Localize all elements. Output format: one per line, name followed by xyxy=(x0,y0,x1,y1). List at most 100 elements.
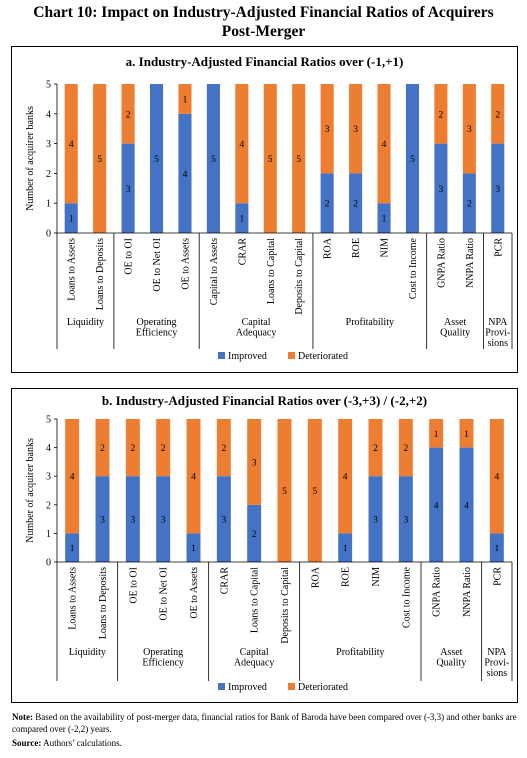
chart-a-category-label: OE to Assets xyxy=(180,238,191,290)
chart-a-group-label: Quality xyxy=(440,328,470,339)
chart-a-group-label: NPA xyxy=(488,317,508,328)
chart-a-bar-deteriorated xyxy=(64,84,78,204)
chart-a-data-label: 1 xyxy=(382,215,387,225)
chart-b-bar-improved xyxy=(156,476,171,562)
chart-a-bar-deteriorated xyxy=(377,84,391,204)
note-text: Based on the availability of post-merger… xyxy=(12,712,517,734)
chart-a-bar-deteriorated xyxy=(178,84,192,114)
chart-a-bar-deteriorated xyxy=(491,84,505,144)
chart-b-bar-improved xyxy=(368,476,383,562)
chart-a-data-label: 4 xyxy=(183,170,188,180)
chart-b-data-label: 2 xyxy=(252,530,257,540)
chart-b-bar-deteriorated xyxy=(65,419,80,534)
chart-a-category-label: Cost to Income xyxy=(408,237,419,299)
chart-b-group-label: Adequacy xyxy=(234,658,275,669)
chart-a-bar-deteriorated xyxy=(462,84,476,174)
chart-b-data-label: 4 xyxy=(191,473,196,483)
chart-a-y-axis-label: Number of acquirer banks xyxy=(25,106,36,211)
chart-b-data-label: 3 xyxy=(221,516,226,526)
chart-a-data-label: 5 xyxy=(97,155,102,165)
chart-b-bar-improved xyxy=(489,533,504,562)
chart-b-data-label: 1 xyxy=(464,430,469,440)
chart-b-data-label: 2 xyxy=(100,444,105,454)
chart-a-legend-label-deteriorated: Deteriorated xyxy=(298,351,348,362)
chart-b-data-label: 4 xyxy=(494,473,499,483)
chart-b-legend-label-deteriorated: Deteriorated xyxy=(298,682,348,693)
chart-a-group-label: Operating xyxy=(137,317,177,328)
chart-a-group-label: Asset xyxy=(444,317,466,328)
chart-b-group-label: Liquidity xyxy=(69,647,106,658)
chart-a-y-tick-label: 3 xyxy=(46,139,51,150)
chart-a-category-label: Loans to Deposits xyxy=(95,238,106,310)
chart-a-title: a. Industry-Adjusted Financial Ratios ov… xyxy=(126,54,404,69)
chart-b-bar-improved xyxy=(429,447,444,562)
chart-a-data-label: 5 xyxy=(268,155,273,165)
chart-b-bar-deteriorated xyxy=(459,419,474,448)
chart-a-y-tick-label: 4 xyxy=(46,109,51,120)
chart-a-category-label: GNPA Ratio xyxy=(436,238,447,288)
chart-a-bar-improved xyxy=(235,203,249,233)
chart-b-y-tick-label: 1 xyxy=(46,529,51,540)
chart-a-category-label: ROE xyxy=(351,238,362,258)
chart-b-category-label: Loans to Deposits xyxy=(98,567,109,639)
chart-a-bar-improved xyxy=(178,113,192,233)
chart-main-title-line1: Chart 10: Impact on Industry-Adjusted Fi… xyxy=(33,4,494,21)
chart-a-data-label: 4 xyxy=(382,140,387,150)
chart-a-data-label: 3 xyxy=(439,185,444,195)
chart-b-y-tick-label: 5 xyxy=(46,415,51,426)
chart-a-bar-improved xyxy=(491,143,505,233)
chart-a-data-label: 1 xyxy=(183,95,188,105)
chart-a-category-label: NIM xyxy=(380,238,391,258)
chart-a-data-label: 3 xyxy=(495,185,500,195)
chart-a-group-label: Adequacy xyxy=(236,328,277,339)
chart-a-y-tick-label: 2 xyxy=(46,169,51,180)
chart-a-y-tick-label: 5 xyxy=(46,80,51,91)
chart-b-bar-deteriorated xyxy=(216,419,231,477)
chart-a-category-label: CRAR xyxy=(237,238,248,266)
chart-b-group-label: Capital xyxy=(240,647,269,658)
chart-a-bar-deteriorated xyxy=(235,84,249,204)
chart-b-data-label: 3 xyxy=(252,458,257,468)
chart-a-bar-improved xyxy=(149,84,164,233)
chart-b-category-label: ROE xyxy=(341,567,352,587)
chart-a-bar-improved xyxy=(206,84,220,233)
chart-b-legend-swatch-deteriorated xyxy=(288,683,295,690)
chart-a-category-label: NNPA Ratio xyxy=(465,238,476,288)
chart-b-group-label: Provi- xyxy=(484,658,509,669)
chart-b-data-label: 2 xyxy=(130,444,135,454)
chart-b-category-label: OE to Net OI xyxy=(159,567,170,621)
chart-b-bar-deteriorated xyxy=(429,419,444,448)
chart-a-category-label: Capital to Assets xyxy=(209,238,220,305)
chart-a-data-label: 1 xyxy=(239,215,244,225)
chart-b: b. Industry-Adjusted Financial Ratios ov… xyxy=(25,393,513,693)
chart-b-data-label: 2 xyxy=(221,444,226,454)
chart-b-category-label: ROA xyxy=(310,566,321,588)
chart-b-bar-improved xyxy=(125,476,140,562)
chart-a-data-label: 5 xyxy=(154,155,159,165)
chart-b-bar-improved xyxy=(95,476,110,562)
chart-a-category-label: OE to Net OI xyxy=(152,238,163,292)
chart-a-bar-improved xyxy=(121,143,135,233)
chart-a-category-label: ROA xyxy=(323,237,334,259)
chart-a-category-label: OE to OI xyxy=(124,238,135,275)
chart-b-category-label: Loans to Capital xyxy=(250,567,261,633)
chart-a-data-label: 4 xyxy=(239,140,244,150)
chart-b-data-label: 1 xyxy=(494,544,499,554)
chart-b-data-label: 5 xyxy=(312,487,317,497)
chart-a-bar-improved xyxy=(462,173,476,233)
chart-b-category-label: PCR xyxy=(492,567,503,586)
chart-a-bar-improved xyxy=(349,173,363,233)
chart-a-group-label: Liquidity xyxy=(67,317,104,328)
chart-b-group-label: NPA xyxy=(487,647,507,658)
chart-b-data-label: 4 xyxy=(434,501,439,511)
chart-a-data-label: 2 xyxy=(495,110,500,120)
chart-b-data-label: 4 xyxy=(464,501,469,511)
chart-b-data-label: 4 xyxy=(70,473,75,483)
chart-b-group-label: Efficiency xyxy=(142,658,183,669)
chart-b-category-label: Deposits to Capital xyxy=(280,567,291,644)
chart-b-category-label: OE to Assets xyxy=(189,567,200,619)
chart-a-category-label: Loans to Assets xyxy=(67,238,78,301)
chart-a-data-label: 2 xyxy=(439,110,444,120)
chart-b-category-label: Loans to Assets xyxy=(68,567,79,630)
chart-a-y-tick-label: 1 xyxy=(46,199,51,210)
